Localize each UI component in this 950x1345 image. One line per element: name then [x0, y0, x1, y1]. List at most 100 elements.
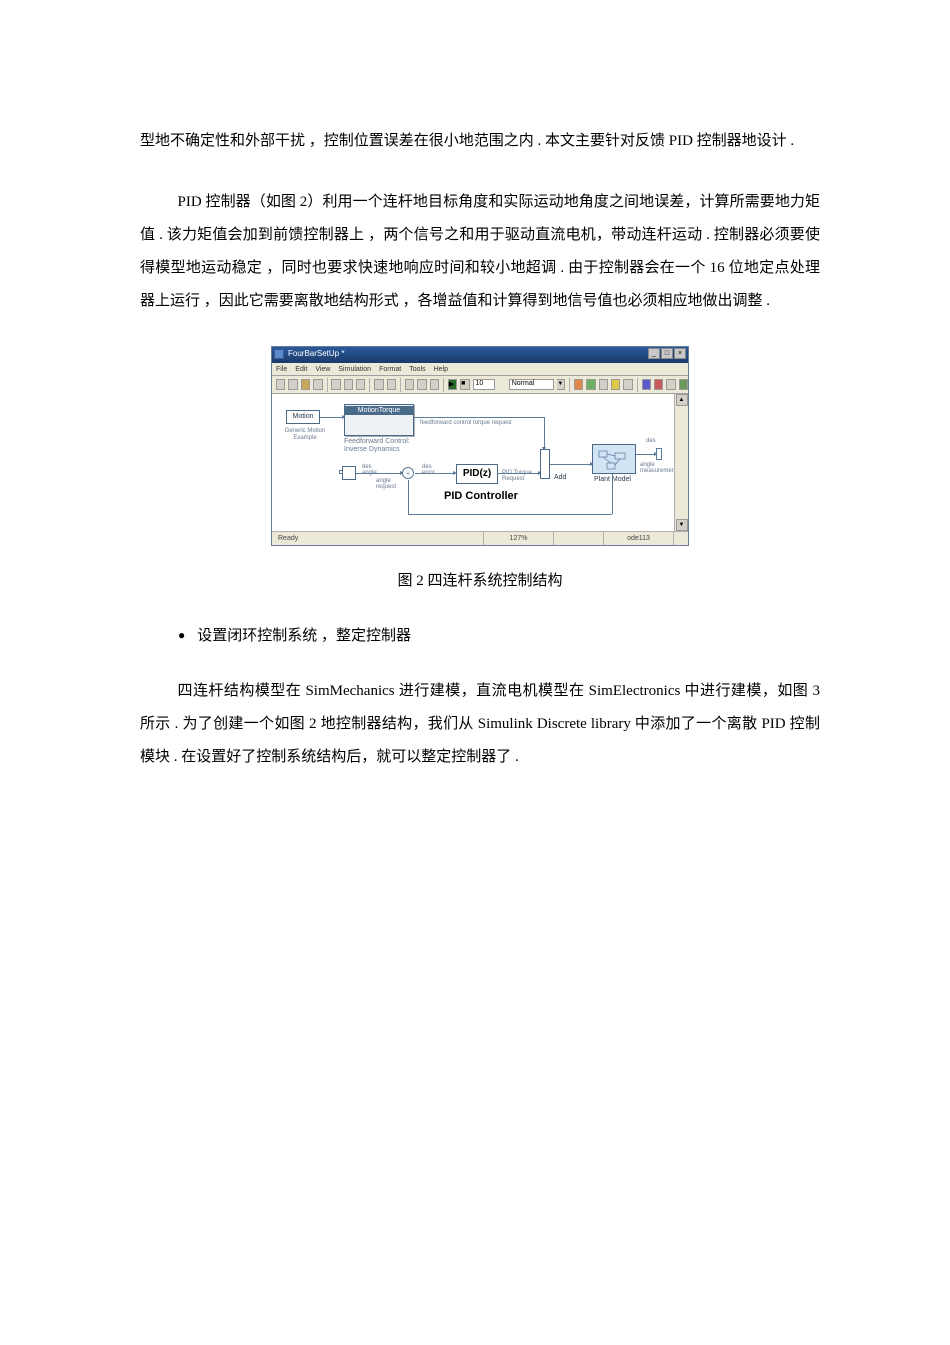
add-label: Add: [554, 474, 566, 481]
signal-line: [550, 464, 590, 465]
app-icon: [274, 349, 284, 359]
toolbar: ▶ ■ 10 Normal ▼: [272, 376, 688, 394]
tool-icon[interactable]: [586, 379, 595, 390]
scroll-up-icon[interactable]: ▲: [676, 394, 688, 406]
signal-line: [320, 417, 342, 418]
copy-icon[interactable]: [344, 379, 353, 390]
generic-motion-label: Generic Motion Example: [280, 428, 330, 441]
window-titlebar: FourBarSetUp * _ □ ×: [272, 347, 688, 363]
redo-icon[interactable]: [387, 379, 396, 390]
menu-edit[interactable]: Edit: [295, 366, 307, 373]
up-icon[interactable]: [405, 379, 414, 390]
zoom-icon[interactable]: [417, 379, 426, 390]
sum-junction[interactable]: +: [402, 467, 414, 479]
motion-label: Motion: [292, 413, 313, 420]
document-content: 型地不确定性和外部干扰 ，控制位置误差在很小地范围之内 . 本文主要针对反馈 P…: [140, 125, 820, 802]
paragraph-3: 四连杆结构模型在 SimMechanics 进行建模，直流电机模型在 SimEl…: [140, 675, 820, 774]
tool-icon[interactable]: [574, 379, 583, 390]
bullet-text: 设置闭环控制系统 ，整定控制器: [197, 624, 411, 645]
port-icon: [339, 470, 343, 474]
window-buttons: _ □ ×: [648, 348, 686, 359]
angle-request-label: angle request: [376, 478, 396, 490]
paragraph-2: PID 控制器（如图 2）利用一个连杆地目标角度和实际运动地角度之间地误差，计算…: [140, 186, 820, 318]
pid-anno: PID Torque Request: [502, 470, 532, 482]
motiontorque-title: MotionTorque: [345, 406, 413, 415]
toolbar-sep: [400, 378, 401, 392]
window-title: FourBarSetUp *: [288, 349, 344, 358]
status-bar: Ready 127% ode113: [272, 531, 688, 545]
angle-source-block[interactable]: [342, 466, 356, 480]
cut-icon[interactable]: [331, 379, 340, 390]
tool-icon[interactable]: [611, 379, 620, 390]
figure-2-caption: 图 2 四连杆系统控制结构: [140, 569, 820, 590]
zoom-icon[interactable]: [430, 379, 439, 390]
pid-title: PID Controller: [444, 490, 518, 502]
close-button[interactable]: ×: [674, 348, 686, 359]
bullet-dot-icon: ●: [178, 628, 185, 643]
plant-thumbnail-icon: [593, 445, 637, 475]
menu-file[interactable]: File: [276, 366, 287, 373]
save-icon[interactable]: [301, 379, 310, 390]
status-blank: [554, 532, 604, 545]
toolbar-sep: [443, 378, 444, 392]
model-canvas[interactable]: Motion Generic Motion Example MotionTorq…: [272, 394, 674, 531]
ff-anno: feedforward control torque request: [420, 420, 512, 426]
paragraph-1: 型地不确定性和外部干扰 ，控制位置误差在很小地范围之内 . 本文主要针对反馈 P…: [140, 125, 820, 158]
ff-label: Feedforward Control: Inverse Dynamics: [344, 438, 410, 453]
add-block[interactable]: [540, 449, 550, 479]
motion-block[interactable]: Motion: [286, 410, 320, 424]
maximize-button[interactable]: □: [661, 348, 673, 359]
stop-icon[interactable]: ■: [460, 379, 469, 390]
plant-block[interactable]: [592, 444, 636, 474]
tool-icon[interactable]: [623, 379, 632, 390]
signal-line: [408, 514, 612, 515]
feedforward-block[interactable]: MotionTorque: [344, 404, 414, 436]
signal-line: [636, 454, 654, 455]
tool-icon[interactable]: [599, 379, 608, 390]
status-zoom: 127%: [484, 532, 554, 545]
menu-tools[interactable]: Tools: [409, 366, 425, 373]
menu-bar: File Edit View Simulation Format Tools H…: [272, 363, 688, 376]
des-angle-label: des angle: [362, 464, 377, 476]
des-error-label: des error: [422, 464, 435, 476]
bullet-item: ● 设置闭环控制系统 ，整定控制器: [178, 624, 820, 645]
output-port[interactable]: [656, 448, 662, 460]
scroll-down-icon[interactable]: ▼: [676, 519, 688, 531]
mode-dropdown[interactable]: Normal: [509, 379, 554, 390]
toolbar-sep: [327, 378, 328, 392]
stop-time-input[interactable]: 10: [473, 379, 495, 390]
status-solver: ode113: [604, 532, 674, 545]
play-icon[interactable]: ▶: [448, 379, 457, 390]
signal-line: [498, 473, 538, 474]
vertical-scrollbar[interactable]: ▲ ▼: [674, 394, 688, 531]
toolbar-sep: [637, 378, 638, 392]
tool-icon[interactable]: [679, 379, 688, 390]
signal-line: [414, 417, 544, 418]
signal-line: [612, 474, 613, 514]
undo-icon[interactable]: [374, 379, 383, 390]
pid-block[interactable]: PID(z): [456, 464, 498, 484]
toolbar-sep: [569, 378, 570, 392]
minimize-button[interactable]: _: [648, 348, 660, 359]
figure-2-wrap: FourBarSetUp * _ □ × File Edit View Simu…: [140, 346, 820, 590]
dropdown-arrow-icon[interactable]: ▼: [557, 379, 565, 390]
out-des-label: des: [646, 438, 656, 444]
open-icon[interactable]: [288, 379, 297, 390]
simulink-window: FourBarSetUp * _ □ × File Edit View Simu…: [271, 346, 689, 546]
status-ready: Ready: [272, 532, 484, 545]
tool-icon[interactable]: [654, 379, 663, 390]
menu-help[interactable]: Help: [434, 366, 448, 373]
tool-icon[interactable]: [666, 379, 675, 390]
new-icon[interactable]: [276, 379, 285, 390]
toolbar-sep: [369, 378, 370, 392]
signal-line: [356, 473, 400, 474]
angle-meas-label: angle measurement: [640, 462, 677, 474]
menu-format[interactable]: Format: [379, 366, 401, 373]
paste-icon[interactable]: [356, 379, 365, 390]
signal-line: [544, 417, 545, 447]
print-icon[interactable]: [313, 379, 322, 390]
tool-icon[interactable]: [642, 379, 651, 390]
menu-view[interactable]: View: [315, 366, 330, 373]
menu-simulation[interactable]: Simulation: [338, 366, 371, 373]
signal-line: [408, 480, 409, 514]
